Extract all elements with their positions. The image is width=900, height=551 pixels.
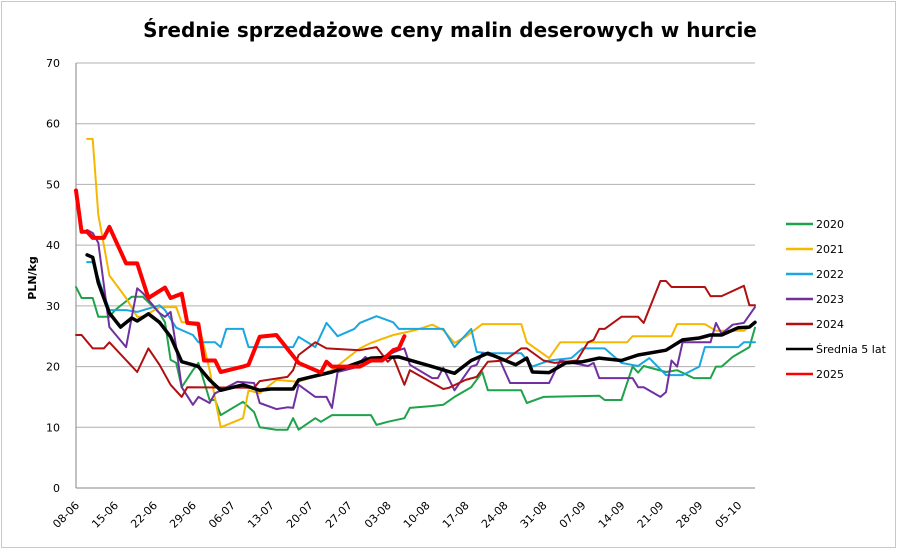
x-tick-label: 28-09: [674, 499, 706, 531]
x-tick-label: 20-07: [284, 499, 316, 531]
x-tick-label: 29-06: [167, 499, 199, 531]
y-axis-ticks: 0 10 20 30 40 50 60 70: [46, 57, 60, 495]
y-axis-label: PLN/kg: [26, 256, 39, 299]
y-tick-label: 40: [46, 239, 60, 252]
y-tick-label: 10: [46, 421, 60, 434]
x-tick-label: 22-06: [128, 499, 160, 531]
x-tick-label: 15-06: [89, 499, 121, 531]
legend-label: 2020: [816, 218, 844, 231]
x-tick-label: 06-07: [206, 499, 238, 531]
legend-label: 2024: [816, 318, 844, 331]
x-tick-label: 07-09: [557, 499, 589, 531]
chart-title: Średnie sprzedażowe ceny malin deserowyc…: [143, 18, 757, 42]
y-tick-label: 20: [46, 361, 60, 374]
legend-label: 2022: [816, 268, 844, 281]
x-tick-label: 05-10: [713, 499, 745, 531]
x-tick-label: 27-07: [323, 499, 355, 531]
x-tick-label: 08-06: [50, 499, 82, 531]
x-tick-label: 21-09: [635, 499, 667, 531]
x-tick-label: 24-08: [479, 499, 511, 531]
y-tick-label: 50: [46, 178, 60, 191]
legend-label: Średnia 5 lat: [816, 343, 887, 356]
y-tick-label: 30: [46, 300, 60, 313]
series-line-2025: [74, 188, 407, 375]
legend-label: 2025: [816, 368, 844, 381]
x-tick-label: 14-09: [596, 499, 628, 531]
x-tick-label: 31-08: [518, 499, 550, 531]
series-lines: [74, 137, 757, 431]
legend: 2020 2021 2022 2023 2024 Średnia 5 lat 2025: [786, 218, 887, 381]
legend-label: 2021: [816, 243, 844, 256]
x-axis-ticks: 08-06 15-06 22-06 29-06 06-07 13-07 20-07 27-07…: [50, 499, 744, 531]
x-tick-label: 17-08: [440, 499, 472, 531]
y-tick-label: 60: [46, 118, 60, 131]
x-tick-label: 13-07: [245, 499, 277, 531]
series-line-2020: [75, 286, 756, 431]
y-tick-label: 70: [46, 57, 60, 70]
y-tick-label: 0: [53, 482, 60, 495]
series-line-2021: [86, 137, 756, 429]
gridlines: [75, 62, 755, 489]
legend-label: 2023: [816, 293, 844, 306]
x-tick-label: 10-08: [401, 499, 433, 531]
series-line-2024: [75, 280, 756, 398]
series-line-2022: [86, 261, 756, 377]
x-tick-label: 03-08: [362, 499, 394, 531]
